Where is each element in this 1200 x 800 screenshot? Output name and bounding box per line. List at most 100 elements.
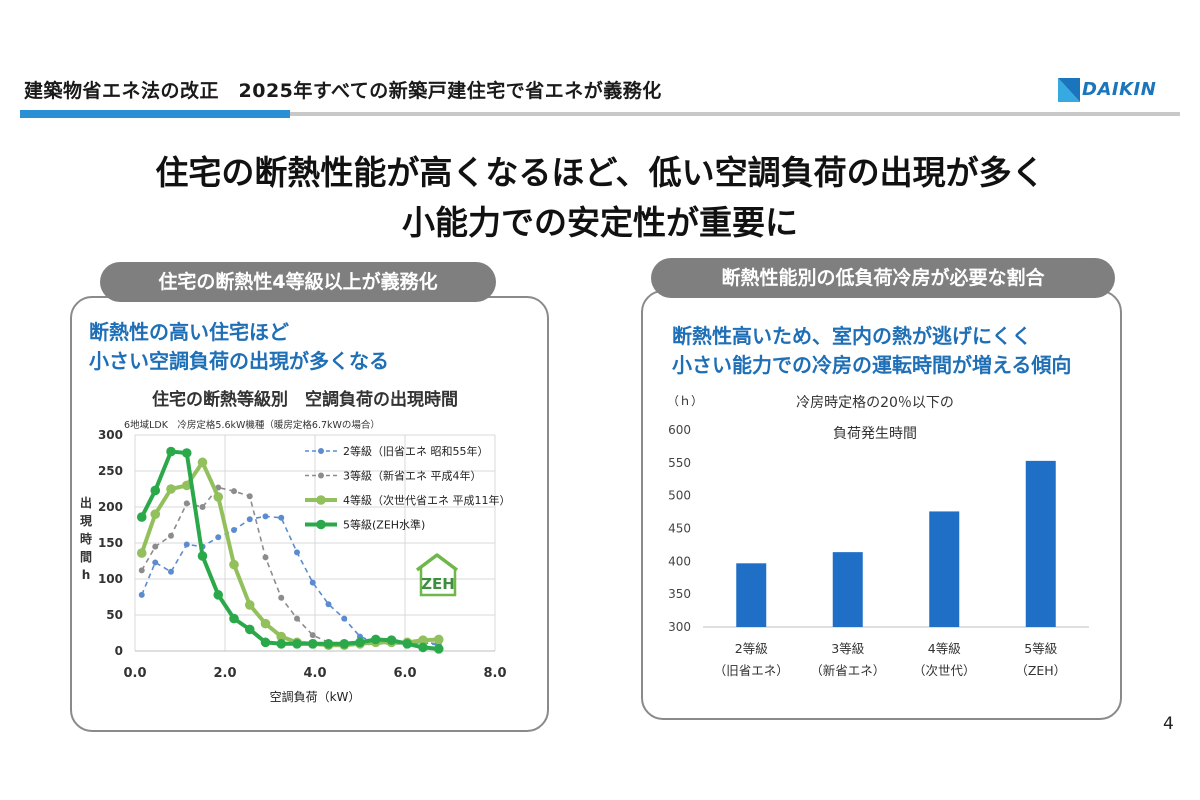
left-subtitle-line2: 小さい空調負荷の出現が多くなる [89,349,389,373]
data-point [402,639,413,649]
low-load-hours-bar-chart: （ｈ） 冷房時定格の20％以下の 負荷発生時間 300 350 400 450 500 5… [667,394,1089,678]
data-point [244,624,255,635]
right-panel-pill: 断熱性能別の低負荷冷房が必要な割合 [651,258,1115,298]
x-category-sublabel: （旧省エネ） [714,663,789,678]
daikin-logo-icon [1058,78,1080,102]
bar-chart-title-line1: 冷房時定格の20％以下の [796,395,954,411]
data-point [152,543,159,550]
zeh-badge-text: ZEH [421,575,455,593]
data-point [168,532,174,539]
right-panel-subtitle: 断熱性高いため、室内の熱が逃げにくく 小さい能力での冷房の運転時間が増える傾向 [672,322,1071,380]
left-subtitle-line1: 断熱性の高い住宅ほど [89,320,289,344]
y-tick-label: 150 [98,536,123,550]
y-tick-label: 600 [668,423,691,437]
data-point [213,492,224,502]
data-point [325,601,332,608]
headline-line2: 小能力での安定性が重要に [402,203,798,242]
y-tick-label: 300 [98,428,123,442]
x-category-label: 3等級 [831,641,864,656]
data-point [138,591,145,598]
bar-5等級 [1025,460,1056,627]
daikin-logo: DAIKIN [1058,78,1170,102]
data-point [278,594,285,601]
y-axis-label-char: 時 [80,531,92,546]
y-tick-label: 550 [668,456,691,470]
y-tick-label: 100 [98,572,123,586]
data-point [215,534,222,541]
data-point [229,613,239,624]
data-point [260,618,271,629]
data-point [166,446,176,457]
bar-2等級 [736,563,767,627]
series-line [141,486,439,647]
header-title: 建築物省エネ法の改正 2025年すべての新築戸建住宅で省エネが義務化 [24,80,662,102]
data-point [278,514,285,521]
data-point [197,551,208,561]
y-axis-label-char: h [82,568,91,582]
bar-4等級 [929,511,960,627]
y-tick-label: 0 [115,644,123,658]
data-point [418,635,428,645]
y-tick-label: 400 [668,554,691,568]
zeh-badge: ZEH [415,553,459,597]
data-point [199,504,206,510]
data-point [168,568,174,575]
data-point [231,488,237,495]
left-panel-pill: 住宅の断熱性4等級以上が義務化 [100,262,496,302]
y-axis-label-char: 現 [80,514,92,528]
data-point [229,559,239,570]
series-4-grade [136,457,444,651]
data-point [370,634,381,645]
x-category-sublabel: （次世代） [913,663,976,678]
y-tick-label: 450 [668,522,691,536]
data-point [136,548,147,558]
line-chart-subtitle: 6地域LDK 冷房定格5.6kW機種（暖房定格6.7kWの場合） [124,419,380,431]
data-point [276,639,287,649]
left-panel-subtitle: 断熱性の高い住宅ほど 小さい空調負荷の出現が多くなる [89,318,389,376]
series-5-grade [136,446,444,654]
data-point [309,632,316,639]
data-point [309,579,316,586]
y-tick-label: 250 [98,464,123,478]
legend-marker [316,495,326,505]
headline-line1: 住宅の断熱性能が高くなるほど、低い空調負荷の出現が多く [155,153,1045,192]
x-category-label: 2等級 [735,641,768,656]
y-tick-label: 50 [106,608,123,622]
x-category-label: 4等級 [928,641,961,656]
zeh-house-icon [415,553,459,572]
legend-label: 5等級(ZEH水準) [343,518,425,532]
data-point [262,554,269,561]
x-category-label: 5等級 [1024,641,1057,656]
y-axis-label-char: 出 [80,495,92,510]
data-point [262,513,269,520]
data-point [152,559,159,566]
data-point [386,635,397,645]
data-point [433,644,444,654]
y-tick-label: 200 [98,500,123,514]
line-chart-xlabel: 空調負荷（kW） [270,690,361,704]
data-point [166,484,176,494]
legend-marker [316,519,326,530]
page-number: 4 [1163,714,1174,734]
x-category-sublabel: （ZEH） [1015,663,1066,678]
data-point [183,500,190,507]
data-point [339,639,350,649]
legend-marker [318,472,324,479]
daikin-logo-text: DAIKIN [1082,79,1157,100]
load-hours-line-chart: 住宅の断熱等級別 空調負荷の出現時間 6地域LDK 冷房定格5.6kW機種（暖房… [80,389,511,704]
header-accent-bar [20,110,1180,118]
right-subtitle-line1: 断熱性高いため、室内の熱が逃げにくく [672,324,1032,348]
data-point [292,639,302,649]
x-tick-label: 2.0 [213,666,236,681]
y-tick-label: 300 [668,620,691,634]
left-panel [70,296,549,732]
data-point [197,457,208,468]
x-tick-label: 6.0 [393,666,416,681]
data-point [181,448,192,458]
bar-chart-ylabel: （ｈ） [667,394,703,408]
x-tick-label: 4.0 [303,666,326,681]
data-point [138,567,145,574]
data-point [294,549,300,556]
data-point [418,642,428,653]
series-2-grade [138,513,442,649]
